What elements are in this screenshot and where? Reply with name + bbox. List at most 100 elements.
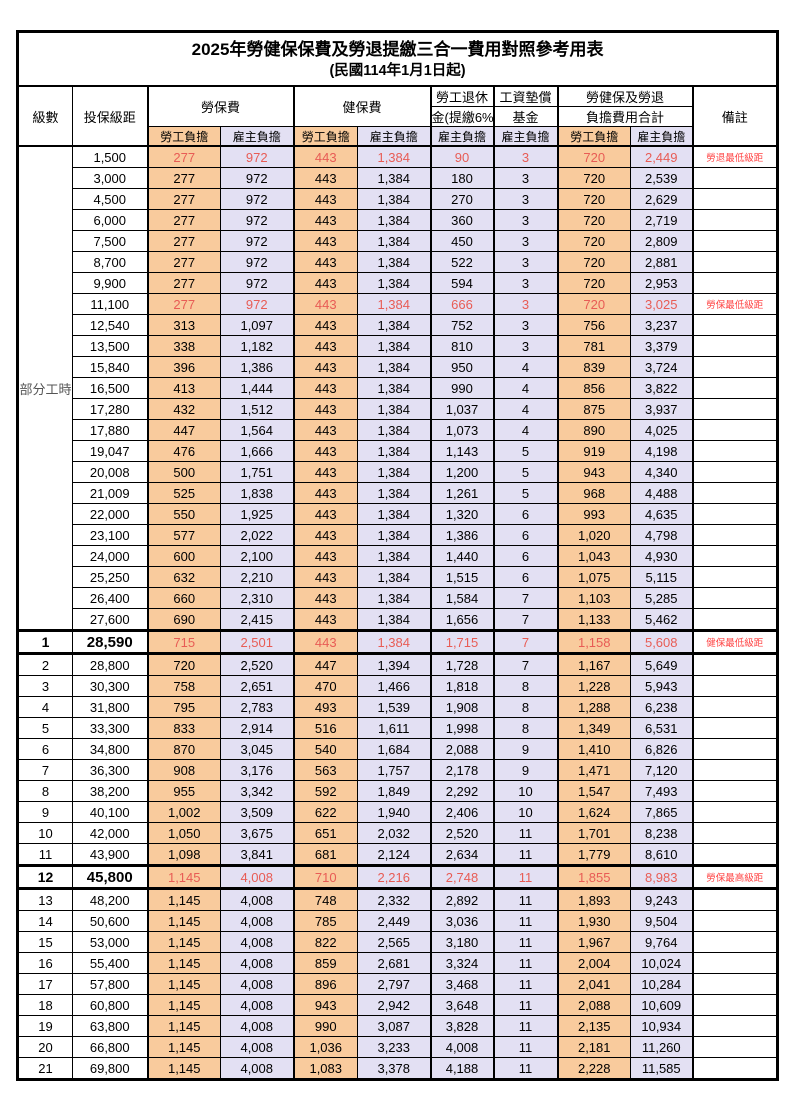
cell-total-employer: 2,719 [630,209,693,231]
cell-total-employer: 3,379 [630,335,693,357]
cell-total-employee: 2,135 [556,1015,631,1037]
cell-total-employee: 1,930 [556,910,631,932]
header-row-2: 金(提繳6%) 基金 負擔費用合計 [18,106,778,127]
cell-fund-employer: 4 [492,356,558,378]
cell-health-employee: 443 [292,272,358,294]
cell-total-employer: 2,629 [630,188,693,210]
cell-labor-employer: 3,675 [220,822,294,844]
cell-total-employer: 11,260 [630,1036,693,1058]
cell-total-employee: 839 [556,356,631,378]
cell-total-employer: 8,610 [630,843,693,866]
cell-total-employer: 3,937 [630,398,693,420]
cell-pension-employer: 2,520 [429,822,494,844]
cell-total-employee: 1,288 [556,696,631,718]
cell-total-employer: 4,198 [630,440,693,462]
cell-health-employee: 896 [292,973,358,995]
cell-total-employee: 2,181 [556,1036,631,1058]
cell-fund-employer: 10 [492,801,558,823]
cell-total-employee: 856 [556,377,631,399]
cell-labor-employer: 1,666 [220,440,294,462]
table-row: 19 63,800 1,145 4,008 990 3,087 3,828 11 2,135 10… [17,1015,779,1037]
cell-labor-employer: 3,841 [220,843,294,866]
cell-health-employer: 1,394 [357,653,431,676]
cell-health-employee: 622 [292,801,358,823]
table-row: 6,000 277 972 443 1,384 360 3 720 2,719 [18,209,779,231]
cell-health-employer: 1,384 [357,545,431,567]
cell-labor-employer: 1,751 [220,461,294,483]
cell-health-employer: 1,384 [357,419,431,441]
subheader-fund-employer: 雇主負擔 [492,126,558,147]
cell-total-employer: 5,462 [630,608,693,631]
cell-total-employer: 5,285 [630,587,693,609]
cell-level: 5 [17,717,73,739]
table-row: 13 48,200 1,145 4,008 748 2,332 2,892 11 1,893 9,… [17,888,779,911]
cell-total-employee: 720 [556,209,631,231]
cell-level: 8 [17,780,73,802]
table-row: 部分工時 1,500 277 972 443 1,384 90 3 720 2,449 勞退最低級距 [17,145,779,631]
cell-labor-employer: 972 [220,145,294,168]
cell-pension-employer: 1,908 [429,696,494,718]
table-row: 21,009 525 1,838 443 1,384 1,261 5 968 4,488 [18,482,779,504]
table-title-block: 2025年勞健保保費及勞退提繳三合一費用對照參考用表 (民國114年1月1日起) [16,31,779,87]
cell-pension-employer: 1,998 [429,717,494,739]
cell-labor-employee: 313 [146,314,221,336]
cell-health-employee: 681 [292,843,358,866]
cell-fund-employer: 5 [492,461,558,483]
cell-health-employer: 1,466 [357,675,431,697]
cell-bracket: 57,800 [72,973,148,995]
cell-bracket: 3,000 [72,167,148,189]
table-row: 20 66,800 1,145 4,008 1,036 3,233 4,008 11 2,181… [17,1036,779,1058]
cell-total-employer: 6,531 [630,717,693,739]
cell-remark: 勞退最低級距 [691,145,779,168]
cell-pension-employer: 360 [429,209,494,231]
page-title: 2025年勞健保保費及勞退提繳三合一費用對照參考用表 [191,40,604,60]
cell-remark [691,503,779,525]
cell-bracket: 36,300 [72,759,148,781]
cell-health-employee: 563 [292,759,358,781]
cell-remark [691,994,779,1016]
cell-fund-employer: 8 [492,696,558,718]
table-row: 2 28,800 720 2,520 447 1,394 1,728 7 1,167 5,649 [17,653,779,676]
title-row: 2025年勞健保保費及勞退提繳三合一費用對照參考用表 (民國114年1月1日起) [16,31,779,87]
cell-labor-employee: 396 [146,356,221,378]
cell-labor-employee: 955 [146,780,221,802]
cell-labor-employer: 2,415 [220,608,294,631]
cell-health-employer: 1,384 [357,272,431,294]
cell-fund-employer: 7 [492,608,558,631]
cell-total-employee: 2,004 [556,952,631,974]
table-row: 27,600 690 2,415 443 1,384 1,656 7 1,133 5,462 [18,608,779,631]
cell-labor-employer: 972 [220,209,294,231]
cell-labor-employer: 4,008 [220,973,294,995]
cell-remark [691,675,779,697]
subheader-health-employee: 勞工負擔 [292,126,358,147]
cell-labor-employer: 1,182 [220,335,294,357]
cell-bracket: 15,840 [72,356,148,378]
cell-level: 2 [17,653,73,676]
cell-bracket: 17,880 [72,419,148,441]
cell-total-employee: 1,349 [556,717,631,739]
cell-level: 1 [17,629,73,655]
cell-bracket: 38,200 [72,780,148,802]
table-row: 13,500 338 1,182 443 1,384 810 3 781 3,379 [18,335,779,357]
cell-pension-employer: 1,818 [429,675,494,697]
cell-total-employer: 10,284 [630,973,693,995]
cell-level: 17 [17,973,73,995]
cell-labor-employer: 972 [220,272,294,294]
cell-remark [691,356,779,378]
cell-bracket: 40,100 [72,801,148,823]
cell-health-employer: 1,384 [357,440,431,462]
cell-labor-employer: 972 [220,251,294,273]
cell-total-employee: 1,471 [556,759,631,781]
cell-pension-employer: 1,515 [429,566,494,588]
cell-total-employer: 9,243 [630,888,693,911]
table-row: 11 43,900 1,098 3,841 681 2,124 2,634 11 1,779 8,… [17,843,779,866]
part-time-merged-cell: 部分工時 [17,145,73,631]
table-row: 12,540 313 1,097 443 1,384 752 3 756 3,237 [18,314,779,336]
cell-total-employee: 720 [556,167,631,189]
header-row-1: 級數 投保級距 勞保費 健保費 勞工退休 工資墊償 勞健保及勞退 備註 [17,85,779,147]
cell-labor-employee: 500 [146,461,221,483]
cell-remark: 健保最低級距 [691,629,779,655]
cell-level: 7 [17,759,73,781]
cell-health-employee: 1,083 [292,1057,358,1080]
cell-health-employer: 1,384 [357,398,431,420]
